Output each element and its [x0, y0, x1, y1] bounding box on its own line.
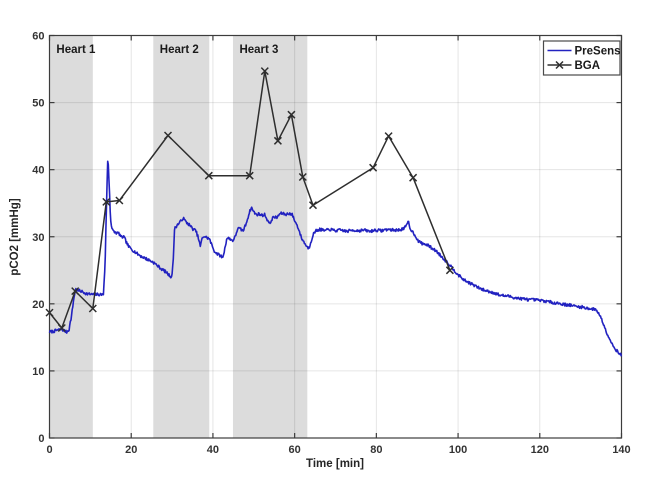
x-tick-label: 100	[449, 444, 467, 456]
x-tick-label: 80	[370, 444, 382, 456]
y-tick-label: 0	[38, 433, 44, 445]
bga-marker	[287, 110, 296, 119]
bga-marker	[115, 196, 124, 205]
heart-2-band	[153, 35, 210, 438]
y-tick-label: 10	[32, 366, 44, 378]
x-tick-label: 120	[531, 444, 549, 456]
bga-marker	[45, 308, 54, 317]
heart-2-label: Heart 2	[160, 44, 199, 56]
bga-marker	[369, 163, 378, 172]
heart-1-label: Heart 1	[56, 44, 96, 56]
heart-1-band	[49, 35, 93, 438]
y-tick-label: 30	[32, 232, 44, 244]
legend-marker-bga	[555, 60, 564, 70]
x-tick-label: 40	[207, 444, 219, 456]
bga-marker	[163, 131, 173, 140]
x-tick-label: 20	[125, 444, 137, 456]
bga-marker	[384, 132, 393, 141]
bga-marker	[298, 172, 307, 182]
y-tick-label: 20	[32, 299, 44, 311]
bga-marker	[409, 173, 418, 182]
y-tick-label: 40	[32, 165, 44, 177]
x-tick-label: 140	[612, 444, 630, 456]
x-tick-label: 60	[289, 444, 301, 456]
plot-background	[49, 35, 622, 438]
x-tick-label: 0	[46, 444, 52, 456]
bga-marker	[445, 266, 454, 275]
y-axis-title: pCO2 [mmHg]	[9, 198, 21, 275]
plot-layer: Heart 1 Heart 2 Heart 3 0 20 40 60 80 100 120 140 0…	[32, 31, 630, 457]
bga-marker	[260, 67, 269, 76]
legend-label-presens: PreSens	[575, 46, 621, 58]
bga-marker	[273, 136, 282, 145]
legend-box	[542, 40, 621, 76]
bga-marker	[102, 197, 111, 206]
presens-line	[48, 160, 623, 357]
y-tick-label: 60	[32, 31, 44, 43]
heart-3-label: Heart 3	[239, 44, 278, 56]
bga-marker	[245, 171, 254, 180]
y-tick-label: 50	[32, 98, 44, 110]
x-axis-title: Time [min]	[306, 458, 364, 470]
bga-marker	[308, 201, 318, 210]
bga-marker	[57, 323, 66, 333]
bga-marker	[88, 304, 97, 313]
bga-marker	[204, 171, 213, 180]
legend-label-bga: BGA	[575, 60, 601, 72]
bga-marker	[71, 287, 80, 296]
